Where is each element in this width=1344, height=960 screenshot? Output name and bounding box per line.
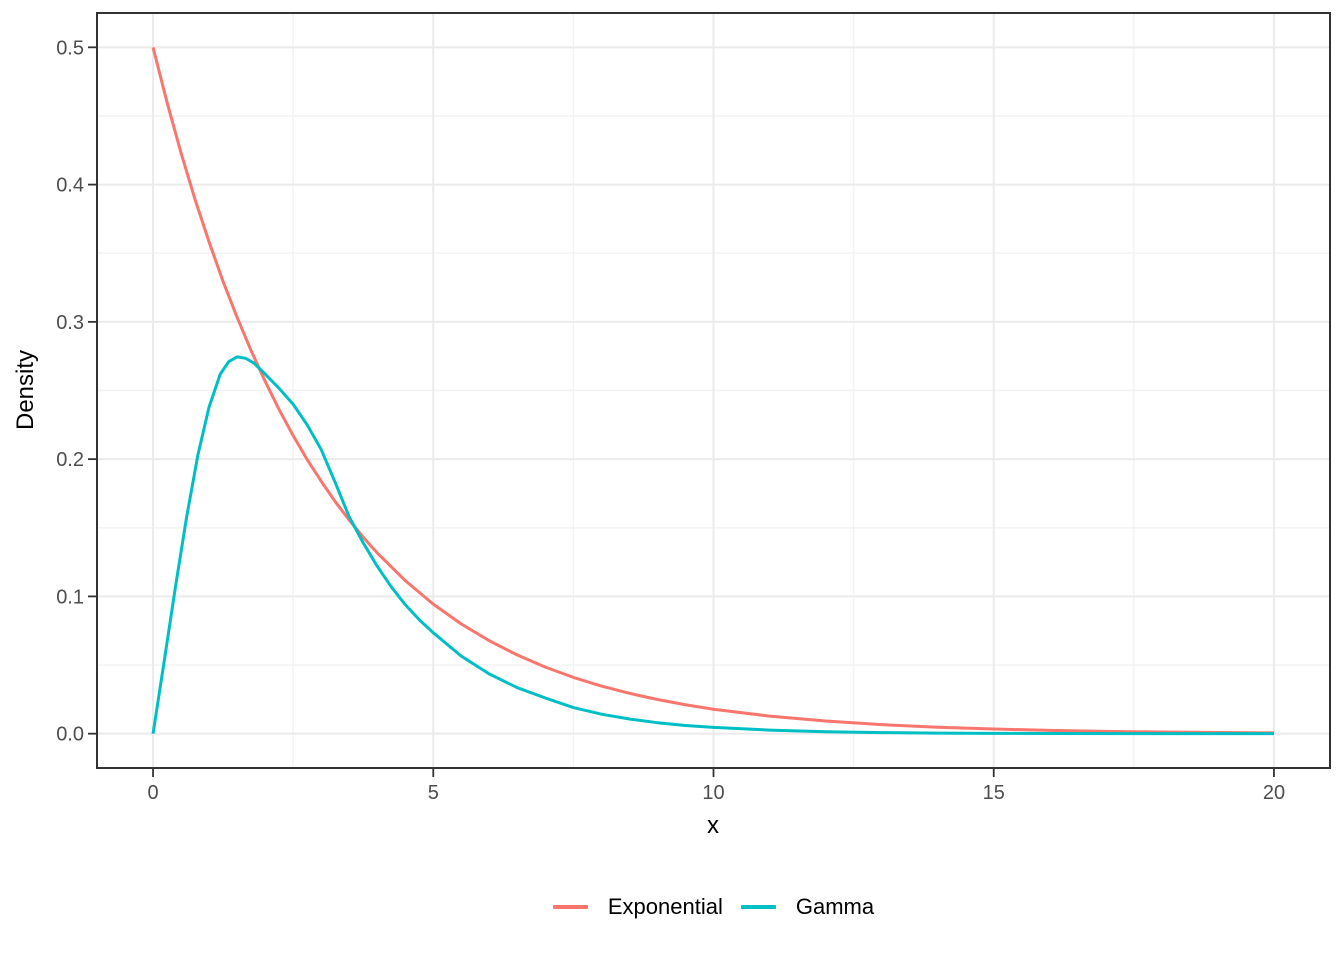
major-gridlines [97,13,1330,768]
legend-key-exponential [552,905,588,909]
y-tick-label: 0.2 [56,449,84,471]
x-tick-labels: 0 5 10 15 20 [147,782,1285,804]
legend-label: Gamma [795,894,875,919]
legend-item-gamma: Gamma [740,894,875,919]
y-tick-labels: 0.0 0.1 0.2 0.3 0.4 0.5 [56,37,84,745]
x-tick-label: 5 [428,782,439,804]
x-axis-title: x [707,812,719,839]
x-tick-label: 15 [983,782,1005,804]
legend: Exponential Gamma [97,889,1330,925]
x-tick-label: 20 [1263,782,1285,804]
x-tick-label: 0 [147,782,158,804]
y-tick-label: 0.4 [56,175,84,197]
y-tick-label: 0.0 [56,724,84,746]
axis-ticks [88,46,1275,777]
y-tick-label: 0.1 [56,586,84,608]
y-tick-label: 0.3 [56,312,84,334]
x-tick-label: 10 [702,782,724,804]
panel-border [96,12,1331,769]
legend-key-gamma [740,905,776,909]
legend-label: Exponential [607,894,723,919]
y-axis-title: Density [12,349,39,431]
gamma-curve [151,355,1274,736]
legend-item-exponential: Exponential [552,894,723,919]
y-tick-label: 0.5 [56,37,84,59]
exponential-curve [151,46,1274,735]
